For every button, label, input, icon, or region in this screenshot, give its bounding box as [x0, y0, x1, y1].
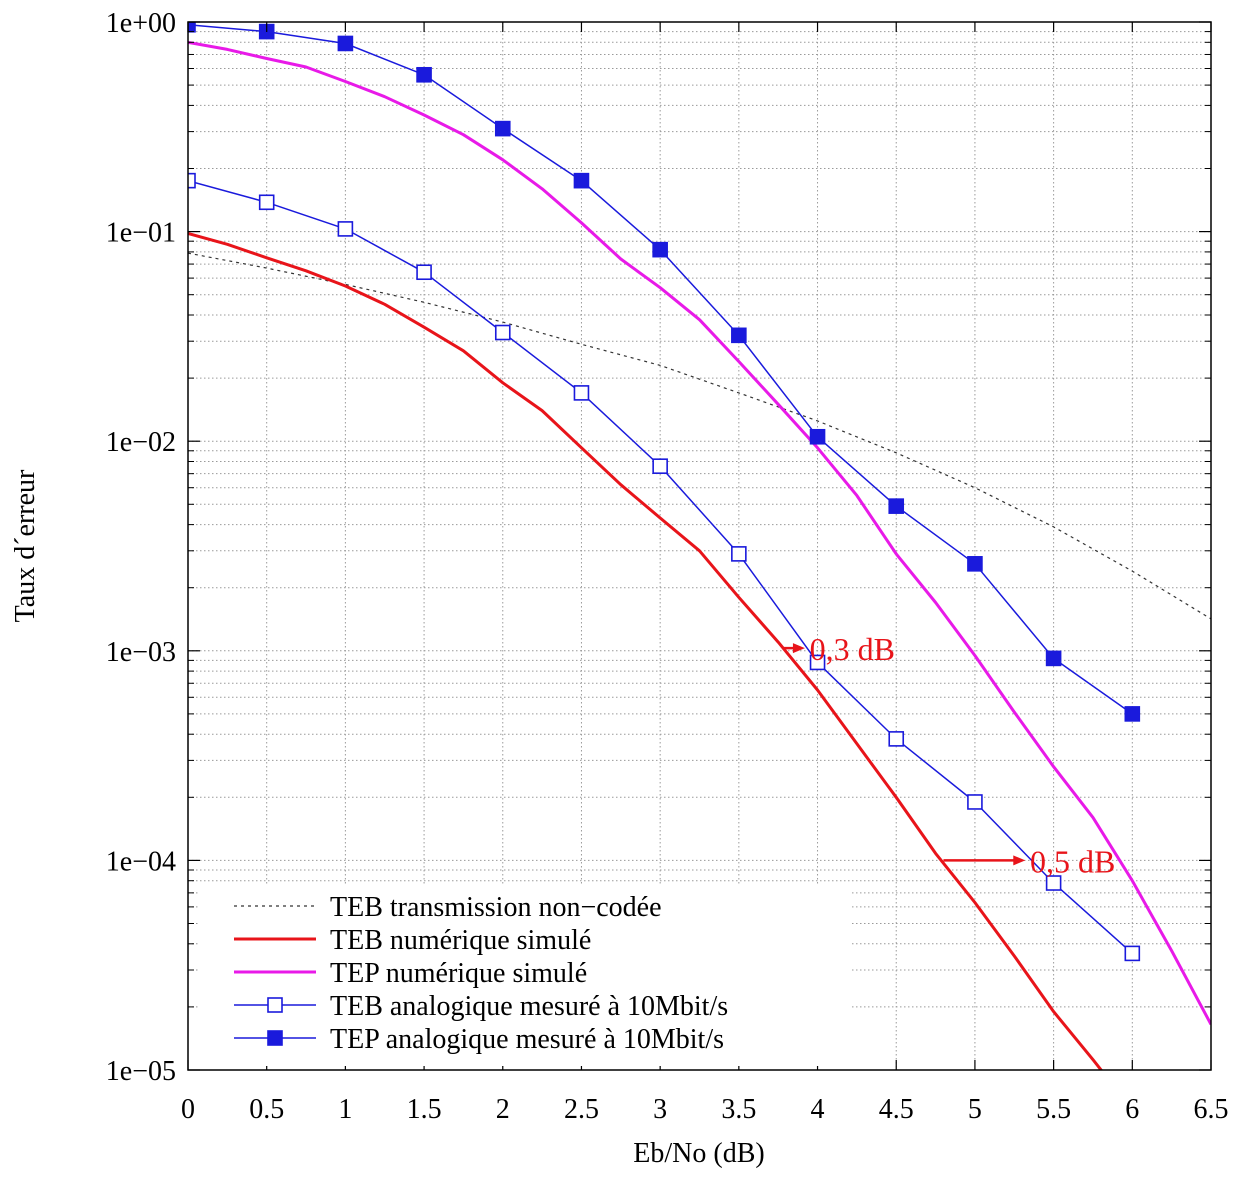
plot-frame	[187, 21, 1212, 1071]
x-tick-label: 6	[1125, 1094, 1139, 1125]
data-point	[731, 546, 747, 562]
legend-label: TEP numérique simulé	[330, 958, 587, 989]
data-point	[1124, 706, 1141, 722]
annotations: 0,3 dB 0,5 dB	[782, 631, 1115, 879]
legend-swatch-marker	[267, 997, 283, 1013]
legend-item: TEB analogique mesuré à 10Mbit/s	[234, 991, 728, 1022]
legend-item: TEP numérique simulé	[234, 958, 587, 989]
data-point	[888, 731, 905, 747]
data-point	[494, 120, 511, 137]
data-point	[573, 172, 590, 189]
data-point	[967, 794, 983, 810]
annotation-label: 0,5 dB	[1030, 843, 1115, 879]
series-0	[188, 252, 1211, 620]
x-tick-label: 4	[811, 1094, 825, 1125]
x-tick-label: 0.5	[249, 1094, 284, 1125]
data-point	[337, 35, 354, 52]
data-point	[188, 172, 196, 189]
data-point	[809, 428, 826, 445]
series-line	[188, 40, 1211, 1026]
annotation-label: 0,3 dB	[810, 631, 895, 667]
data-point	[967, 556, 983, 572]
data-point	[1045, 875, 1062, 891]
x-tick-label: 5	[968, 1094, 982, 1125]
legend-swatch-marker	[267, 1030, 283, 1046]
data-point	[1124, 945, 1141, 962]
data-point	[652, 241, 668, 258]
series-line	[188, 252, 1211, 620]
y-tick-label: 1e+00	[106, 8, 176, 39]
x-tick-label: 0	[181, 1094, 195, 1125]
data-point	[188, 22, 196, 33]
series-2	[188, 40, 1211, 1026]
x-tick-label: 6.5	[1194, 1094, 1229, 1125]
x-tick-label: 4.5	[879, 1094, 914, 1125]
data-point	[416, 264, 432, 281]
series-line	[188, 231, 1104, 1070]
legend-label: TEP analogique mesuré à 10Mbit/s	[330, 1024, 724, 1055]
ticks: 0 0.5 1 1.5 2 2.5 3 3.5 4 4.5 5 5.5 6 6.5 1e+00 1e−01 1e…	[106, 8, 1229, 1125]
y-tick-label: 1e−01	[106, 218, 176, 249]
data-point	[494, 324, 511, 341]
y-tick-label: 1e−02	[106, 427, 176, 458]
legend-label: TEB analogique mesuré à 10Mbit/s	[330, 991, 728, 1022]
x-tick-label: 3.5	[721, 1094, 756, 1125]
y-tick-label: 1e−03	[106, 637, 176, 668]
x-tick-label: 1.5	[407, 1094, 442, 1125]
data-point	[652, 458, 668, 474]
data-point	[888, 498, 905, 514]
data-point	[809, 654, 826, 671]
x-tick-label: 2.5	[564, 1094, 599, 1125]
series-3	[188, 172, 1141, 962]
series-1	[188, 231, 1104, 1070]
data-point	[1045, 650, 1062, 667]
x-tick-label: 2	[496, 1094, 510, 1125]
legend-item: TEB transmission non−codée	[234, 892, 662, 923]
legend-label: TEB numérique simulé	[330, 925, 591, 956]
y-tick-label: 1e−05	[106, 1056, 176, 1087]
x-tick-label: 3	[653, 1094, 667, 1125]
data-point	[731, 327, 747, 344]
series-4	[188, 22, 1141, 722]
legend-label: TEB transmission non−codée	[330, 892, 662, 923]
annotation-arrow-head	[1013, 855, 1026, 866]
x-tick-label: 1	[338, 1094, 352, 1125]
legend-background	[200, 884, 850, 1066]
y-axis-title: Taux d´erreur	[10, 469, 41, 622]
series-layer	[188, 22, 1211, 1070]
data-point	[416, 66, 432, 83]
legend-item: TEB numérique simulé	[234, 925, 591, 956]
x-axis-title: Eb/No (dB)	[633, 1138, 764, 1169]
x-tick-label: 5.5	[1036, 1094, 1071, 1125]
y-tick-label: 1e−04	[106, 846, 176, 877]
data-point	[258, 194, 275, 211]
data-point	[573, 385, 590, 401]
annotation-arrow-head	[792, 643, 805, 654]
data-point	[337, 221, 354, 237]
legend-item: TEP analogique mesuré à 10Mbit/s	[234, 1024, 724, 1055]
